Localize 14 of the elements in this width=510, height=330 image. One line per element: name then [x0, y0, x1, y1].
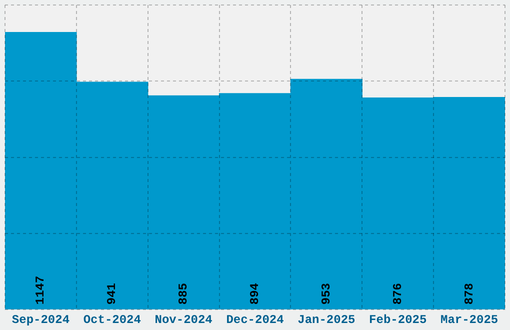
data-label: 878: [462, 282, 476, 305]
x-tick-label: Mar-2025: [440, 312, 498, 327]
data-label: 953: [319, 282, 334, 305]
data-label: 1147: [34, 276, 48, 305]
data-label: 941: [105, 282, 120, 305]
x-tick-label: Dec-2024: [226, 312, 284, 327]
x-tick-label: Feb-2025: [369, 312, 427, 327]
data-label: 876: [390, 282, 405, 305]
x-tick-label: Sep-2024: [12, 312, 70, 327]
x-tick-label: Nov-2024: [154, 312, 212, 327]
data-label: 885: [176, 282, 191, 305]
x-tick-label: Jan-2025: [298, 312, 356, 327]
data-label: 894: [248, 282, 262, 305]
x-tick-label: Oct-2024: [83, 312, 141, 327]
